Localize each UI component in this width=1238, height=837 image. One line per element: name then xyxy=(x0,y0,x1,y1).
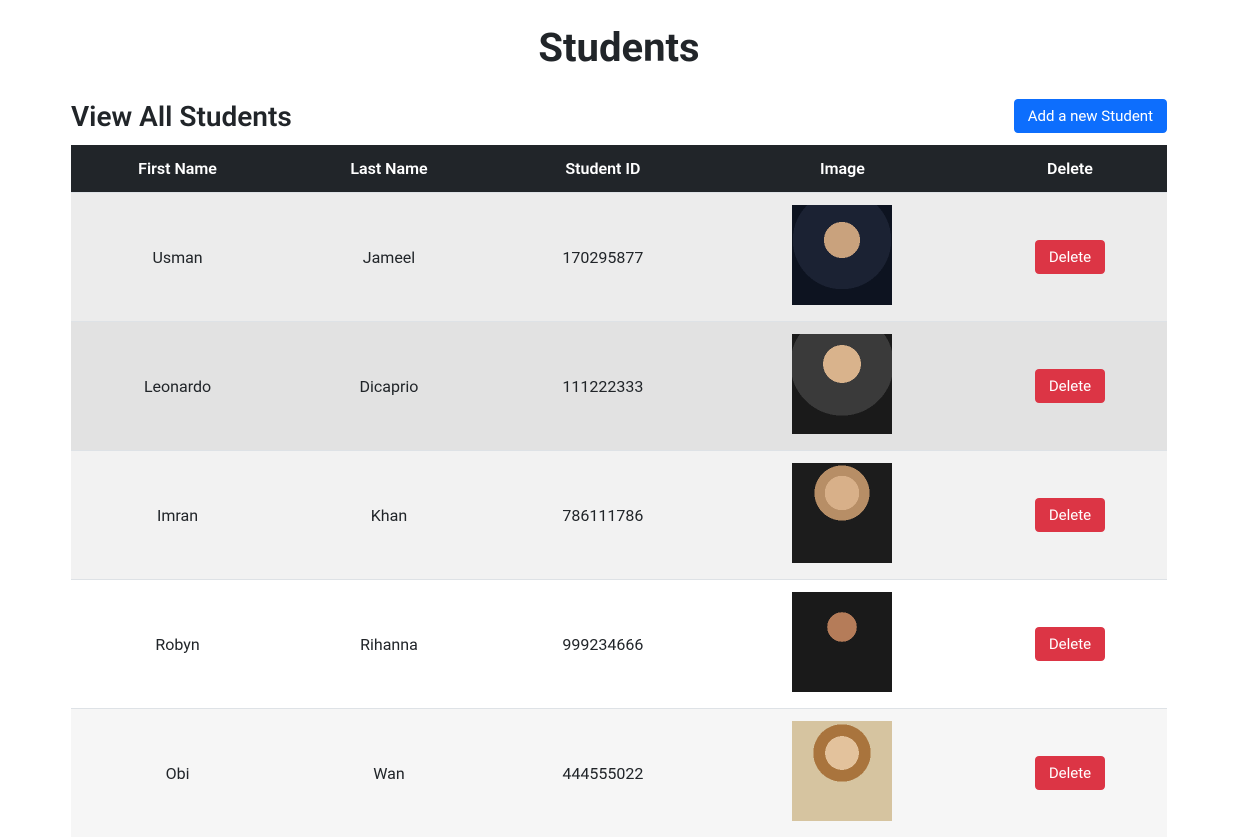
cell-student-id: 786111786 xyxy=(494,451,712,580)
cell-first-name: Usman xyxy=(71,193,284,322)
delete-button[interactable]: Delete xyxy=(1035,627,1105,661)
table-row: Usman Jameel 170295877 Delete xyxy=(71,193,1167,322)
cell-student-id: 111222333 xyxy=(494,322,712,451)
delete-button[interactable]: Delete xyxy=(1035,369,1105,403)
cell-image xyxy=(712,193,973,322)
col-last-name: Last Name xyxy=(284,145,494,193)
cell-first-name: Robyn xyxy=(71,580,284,709)
cell-last-name: Dicaprio xyxy=(284,322,494,451)
cell-last-name: Rihanna xyxy=(284,580,494,709)
cell-last-name: Jameel xyxy=(284,193,494,322)
delete-button[interactable]: Delete xyxy=(1035,498,1105,532)
cell-first-name: Leonardo xyxy=(71,322,284,451)
cell-actions: Delete xyxy=(973,709,1167,837)
avatar xyxy=(792,334,892,434)
cell-actions: Delete xyxy=(973,322,1167,451)
col-student-id: Student ID xyxy=(494,145,712,193)
subtitle: View All Students xyxy=(71,100,292,133)
cell-student-id: 999234666 xyxy=(494,580,712,709)
delete-button[interactable]: Delete xyxy=(1035,240,1105,274)
cell-image xyxy=(712,451,973,580)
cell-actions: Delete xyxy=(973,451,1167,580)
delete-button[interactable]: Delete xyxy=(1035,756,1105,790)
cell-student-id: 170295877 xyxy=(494,193,712,322)
add-student-button[interactable]: Add a new Student xyxy=(1014,99,1167,133)
table-row: Robyn Rihanna 999234666 Delete xyxy=(71,580,1167,709)
cell-image xyxy=(712,322,973,451)
col-delete: Delete xyxy=(973,145,1167,193)
table-row: Leonardo Dicaprio 111222333 Delete xyxy=(71,322,1167,451)
students-table: First Name Last Name Student ID Image De… xyxy=(71,145,1167,837)
avatar xyxy=(792,721,892,821)
col-image: Image xyxy=(712,145,973,193)
col-first-name: First Name xyxy=(71,145,284,193)
table-row: Obi Wan 444555022 Delete xyxy=(71,709,1167,837)
avatar xyxy=(792,592,892,692)
table-body: Usman Jameel 170295877 Delete Leonardo D… xyxy=(71,193,1167,837)
cell-image xyxy=(712,709,973,837)
page-title: Students xyxy=(71,24,1167,71)
toolbar: View All Students Add a new Student xyxy=(71,99,1167,133)
avatar xyxy=(792,463,892,563)
cell-first-name: Imran xyxy=(71,451,284,580)
cell-first-name: Obi xyxy=(71,709,284,837)
cell-actions: Delete xyxy=(973,580,1167,709)
table-header-row: First Name Last Name Student ID Image De… xyxy=(71,145,1167,193)
table-row: Imran Khan 786111786 Delete xyxy=(71,451,1167,580)
cell-actions: Delete xyxy=(973,193,1167,322)
avatar xyxy=(792,205,892,305)
cell-last-name: Wan xyxy=(284,709,494,837)
cell-image xyxy=(712,580,973,709)
cell-student-id: 444555022 xyxy=(494,709,712,837)
cell-last-name: Khan xyxy=(284,451,494,580)
